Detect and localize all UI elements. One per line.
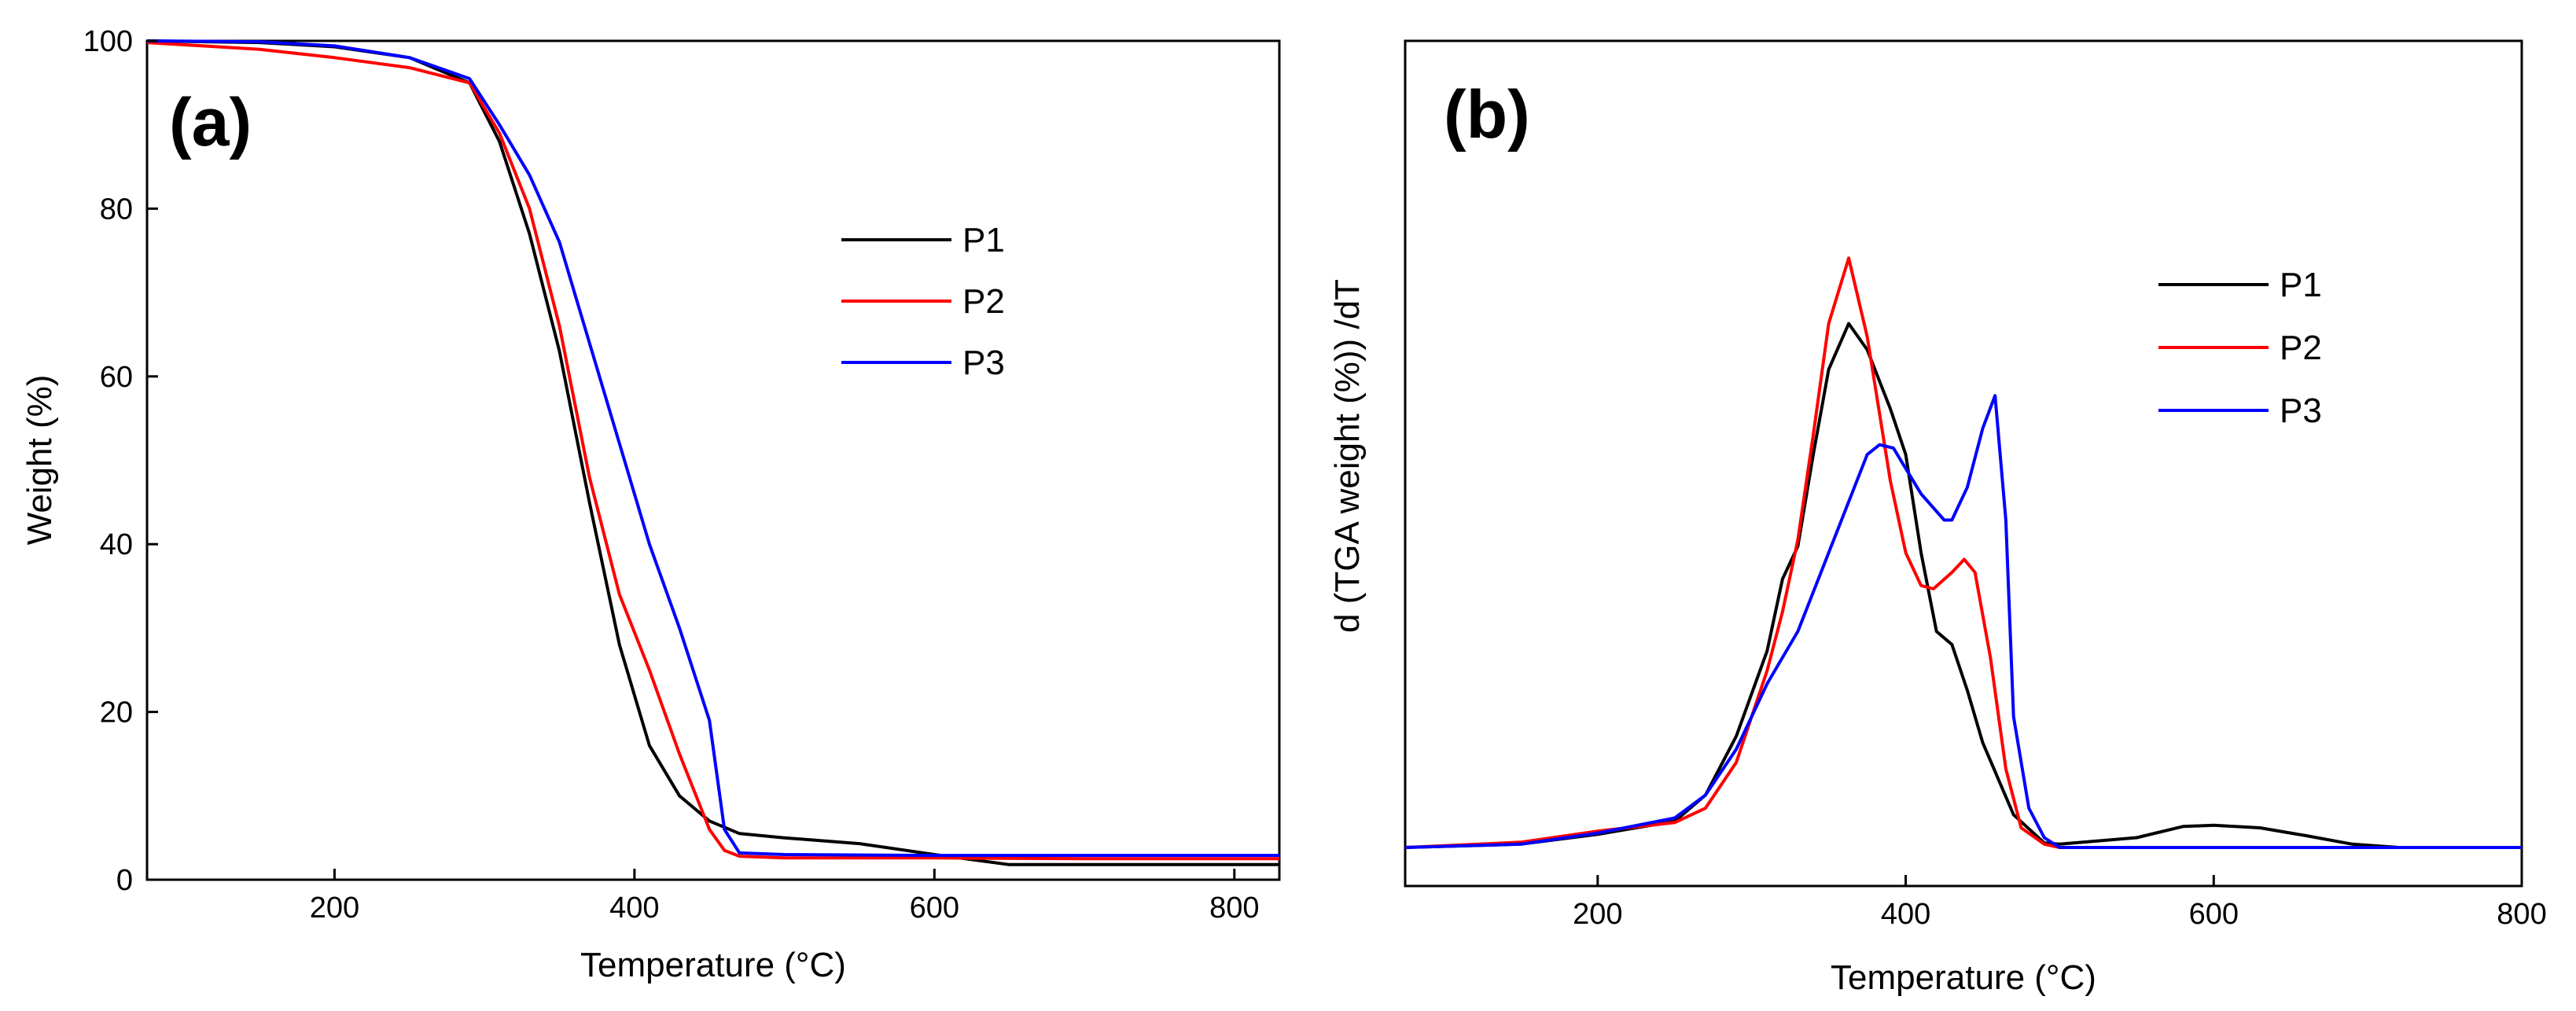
- panel-b-label: (b): [1444, 77, 1530, 153]
- y-tick-label: 20: [100, 697, 133, 730]
- panel-b-series-group: [1404, 256, 2522, 849]
- panel-b-x-axis-label: Temperature (°C): [1831, 958, 2096, 997]
- panel-b-y-axis-label: d (TGA weight (%)) /dT: [1328, 279, 1367, 633]
- y-tick-label: 40: [100, 528, 133, 561]
- panel-b-chart: 200 400 600 800 (b) Temperature (°C) d (TGA…: [1328, 39, 2547, 997]
- panel-a-y-ticks: 0 20 40 60 80 100: [83, 25, 158, 897]
- y-tick-label: 100: [83, 25, 133, 58]
- series-line-p1: [1404, 322, 2522, 849]
- y-tick-label: 80: [100, 193, 133, 226]
- panel-a-plot-frame: [145, 39, 1281, 881]
- legend-label-p2: P2: [2280, 329, 2322, 367]
- panel-b-x-ticks: 200 400 600 800: [1573, 875, 2547, 931]
- series-line-p3: [1404, 394, 2522, 849]
- legend-label-p1: P1: [962, 221, 1005, 259]
- panel-a-legend: P1 P2 P3: [841, 221, 1005, 382]
- series-line-p3: [146, 39, 1279, 858]
- x-tick-label: 400: [609, 892, 659, 925]
- panel-a-y-axis-label: Weight (%): [20, 375, 59, 546]
- panel-a-chart: 200 400 600 800 0 20 40 60 80 100 (a) Temperatur…: [20, 25, 1281, 984]
- series-line-p2: [1404, 256, 2522, 849]
- panel-b-plot-frame: [1404, 39, 2523, 888]
- panel-a-x-axis-label: Temperature (°C): [580, 946, 846, 984]
- x-tick-label: 600: [910, 892, 959, 925]
- y-tick-label: 60: [100, 361, 133, 394]
- y-tick-label: 0: [116, 864, 133, 897]
- x-tick-label: 800: [1209, 892, 1259, 925]
- x-tick-label: 200: [310, 892, 359, 925]
- x-tick-label: 800: [2497, 898, 2546, 931]
- panel-b-legend: P1 P2 P3: [2158, 266, 2322, 430]
- legend-label-p3: P3: [2280, 392, 2322, 430]
- panel-a-x-ticks: 200 400 600 800: [310, 869, 1259, 925]
- series-line-p2: [146, 41, 1279, 861]
- x-tick-label: 400: [1881, 898, 1930, 931]
- x-tick-label: 200: [1573, 898, 1622, 931]
- legend-label-p1: P1: [2280, 266, 2322, 304]
- legend-label-p3: P3: [962, 344, 1005, 382]
- panel-a-label: (a): [169, 85, 252, 160]
- x-tick-label: 600: [2189, 898, 2239, 931]
- legend-label-p2: P2: [962, 282, 1005, 321]
- panel-a-series-group: [146, 39, 1279, 866]
